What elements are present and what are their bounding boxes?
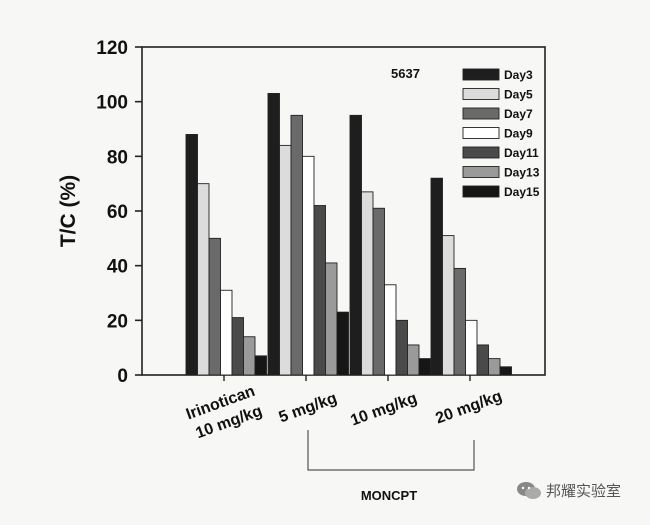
- legend-label: Day7: [504, 107, 533, 121]
- legend-swatch: [462, 127, 500, 139]
- bar-day3: [430, 177, 443, 376]
- y-tick-label: 100: [96, 93, 128, 114]
- bar-day5: [442, 235, 455, 376]
- y-tick-label: 60: [107, 202, 128, 223]
- bar-day5: [361, 191, 374, 376]
- x-category-label: 5 mg/kg: [277, 390, 340, 427]
- watermark-text: 邦耀实验室: [546, 483, 622, 500]
- group-label: MONCPT: [361, 488, 417, 503]
- bar-day9: [220, 289, 233, 376]
- chart-annotation: 5637: [391, 66, 420, 81]
- bar-day15: [336, 311, 349, 376]
- bar-day15: [418, 358, 431, 376]
- bar-day3: [349, 114, 362, 376]
- x-category-label: 10 mg/kg: [348, 390, 419, 430]
- legend-swatch: [462, 88, 500, 100]
- legend-label: Day3: [504, 68, 533, 82]
- bar-day11: [231, 317, 244, 376]
- bar-day7: [453, 267, 466, 376]
- bar-day13: [325, 262, 338, 376]
- legend-label: Day5: [504, 88, 533, 102]
- bar-day7: [372, 207, 385, 376]
- bar-day13: [407, 344, 420, 376]
- bar-day3: [267, 93, 280, 376]
- y-tick-label: 40: [107, 257, 128, 278]
- bar-day15: [499, 366, 512, 376]
- group-bracket: [307, 430, 475, 471]
- bar-day5: [197, 183, 210, 376]
- bar-day9: [465, 319, 478, 376]
- legend-swatch: [462, 146, 500, 159]
- legend-label: Day9: [504, 127, 533, 141]
- bar-day5: [279, 144, 292, 376]
- y-tick-label: 0: [117, 366, 128, 387]
- wechat-icon: [517, 481, 541, 499]
- bar-day13: [488, 358, 501, 376]
- legend-swatch: [462, 107, 500, 120]
- y-tick-label: 20: [107, 311, 128, 332]
- y-tick-label: 120: [96, 38, 128, 59]
- x-category-label: 20 mg/kg: [433, 388, 504, 428]
- y-axis-label: T/C (%): [57, 175, 80, 247]
- legend-label: Day15: [504, 185, 540, 199]
- bar-day11: [313, 205, 326, 376]
- bar-day7: [208, 237, 221, 376]
- bar-day13: [243, 336, 256, 376]
- bar-day15: [254, 355, 267, 376]
- y-tick-label: 80: [107, 147, 128, 168]
- bar-day11: [395, 319, 408, 376]
- bar-day7: [290, 114, 303, 376]
- legend-label: Day11: [504, 146, 539, 160]
- x-category-label: Irinotican10 mg/kg: [184, 383, 265, 443]
- legend-swatch: [462, 68, 500, 81]
- bar-day9: [384, 284, 397, 376]
- legend-swatch: [462, 185, 500, 198]
- watermark: 邦耀实验室: [516, 480, 621, 501]
- legend-swatch: [462, 166, 500, 178]
- bar-day9: [302, 155, 315, 376]
- bar-day11: [476, 344, 489, 376]
- bar-day3: [185, 134, 198, 376]
- legend-label: Day13: [504, 166, 540, 180]
